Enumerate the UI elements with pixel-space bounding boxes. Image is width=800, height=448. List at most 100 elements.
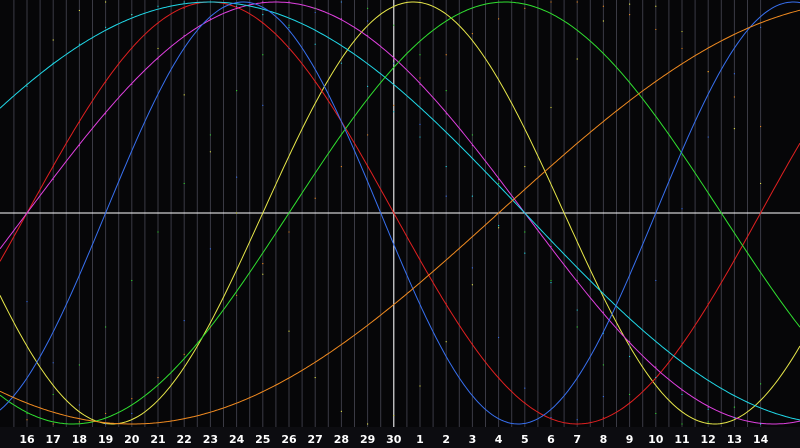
series-3-point <box>262 14 264 16</box>
series-1-point <box>52 165 54 168</box>
series-6-point <box>733 96 736 98</box>
series-3-point <box>157 5 159 7</box>
series-6-point <box>445 54 447 56</box>
x-tick-label: 24 <box>229 433 245 446</box>
series-4-point <box>78 364 80 366</box>
series-5-point <box>52 362 54 364</box>
series-2-point <box>707 406 709 408</box>
series-3-point <box>26 85 28 87</box>
x-tick-label: 11 <box>674 433 689 446</box>
series-0-point <box>105 1 107 3</box>
x-tick-label: 8 <box>600 433 608 446</box>
series-1-point <box>262 22 264 24</box>
series-6-point <box>340 165 342 168</box>
series-2-point <box>629 341 631 343</box>
series-0-point <box>288 330 290 332</box>
series-2-point <box>681 389 683 391</box>
series-0-point <box>78 9 80 12</box>
series-5-point <box>78 404 80 406</box>
series-4-point <box>498 182 500 185</box>
series-line-4 <box>0 1 800 425</box>
series-3-point <box>498 225 500 227</box>
series-6-point <box>131 398 133 400</box>
series-3-point <box>78 43 80 45</box>
series-5-point <box>681 208 683 210</box>
series-1-point <box>183 7 185 9</box>
x-tick-label: 2 <box>442 433 450 446</box>
series-1-point <box>131 47 133 50</box>
series-5-point <box>26 301 28 303</box>
series-2-point <box>105 113 107 115</box>
series-3-point <box>471 195 473 197</box>
x-tick-label: 5 <box>521 433 529 446</box>
series-4-point <box>419 54 421 56</box>
series-4-point <box>183 182 185 185</box>
series-3-point <box>367 85 369 87</box>
series-4-point <box>471 134 473 136</box>
series-5-point <box>262 104 264 106</box>
series-6-point <box>602 5 605 7</box>
series-4-point <box>367 7 369 9</box>
series-0-point <box>314 376 316 379</box>
series-5-point <box>602 395 605 398</box>
series-4-point <box>262 54 264 56</box>
series-6-point <box>681 47 683 50</box>
series-5-point <box>183 320 185 322</box>
series-0-point <box>629 3 631 5</box>
series-3-point <box>52 62 54 64</box>
series-6-point <box>262 263 264 265</box>
series-1-point <box>445 303 447 305</box>
series-3-point <box>183 1 185 3</box>
series-6-point <box>576 1 578 3</box>
x-tick-label: 29 <box>360 433 375 446</box>
series-1-point <box>681 343 683 345</box>
series-0-point <box>236 212 238 214</box>
series-0-point <box>183 94 185 96</box>
x-tick-label: 9 <box>626 433 634 446</box>
series-3-point <box>288 26 290 28</box>
series-5-point <box>105 423 107 425</box>
series-1-point <box>471 343 473 345</box>
series-5-point <box>340 1 342 3</box>
series-line-3 <box>0 1 800 421</box>
series-3-point <box>314 43 316 45</box>
series-6-point <box>524 7 526 9</box>
series-line-0 <box>0 1 800 425</box>
series-4-point <box>655 412 657 415</box>
series-0-point <box>209 151 211 153</box>
series-2-point <box>498 178 500 180</box>
series-3-point <box>655 376 657 379</box>
series-2-point <box>157 58 159 60</box>
series-5-point <box>131 412 133 415</box>
series-0-point <box>367 423 369 425</box>
series-0-point <box>576 58 578 60</box>
series-6-point <box>707 71 709 73</box>
series-4-point <box>209 134 211 136</box>
series-1-point <box>733 258 736 261</box>
series-line-1 <box>0 1 800 425</box>
series-2-point <box>236 7 238 9</box>
series-3-point <box>524 252 526 254</box>
series-4-point <box>445 90 447 92</box>
series-0-point <box>550 106 552 109</box>
series-3-point <box>445 165 447 168</box>
series-2-point <box>393 58 395 60</box>
series-6-point <box>655 28 657 31</box>
series-1-point <box>602 417 605 419</box>
series-0-point <box>524 165 526 168</box>
series-2-point <box>52 178 54 180</box>
series-4-point <box>26 412 28 415</box>
series-2-point <box>445 113 447 115</box>
series-4-point <box>760 383 762 385</box>
series-2-point <box>655 366 657 368</box>
series-0-point <box>445 341 447 343</box>
series-5-point <box>236 176 238 178</box>
series-1-point <box>78 121 80 123</box>
series-line-5 <box>0 1 800 425</box>
series-3-point <box>419 136 421 138</box>
series-1-point <box>314 81 316 83</box>
x-tick-label: 1 <box>416 433 424 446</box>
x-tick-label: 18 <box>72 433 87 446</box>
series-5-point <box>445 195 447 197</box>
